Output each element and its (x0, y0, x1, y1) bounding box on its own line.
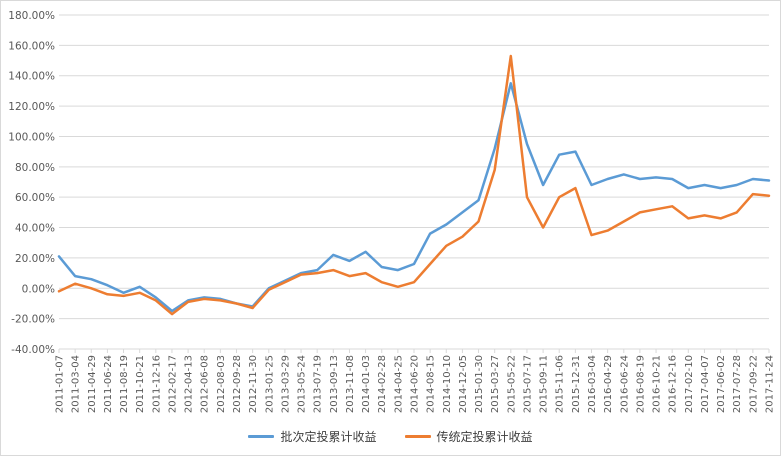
x-tick-label: 2017-06-02 (716, 355, 727, 413)
x-tick-label: 2013-07-19 (313, 355, 324, 413)
x-tick-label: 2013-01-25 (264, 355, 275, 413)
x-tick-label: 2014-08-15 (426, 355, 437, 413)
x-tick-label: 2015-07-17 (522, 355, 533, 413)
x-tick-label: 2015-11-06 (555, 355, 566, 413)
y-tick-label: 80.00% (15, 162, 55, 174)
x-tick-label: 2015-05-22 (506, 355, 517, 413)
x-tick-label: 2017-07-28 (732, 355, 743, 413)
x-tick-label: 2015-09-11 (539, 355, 550, 413)
x-tick-label: 2016-12-16 (668, 355, 679, 413)
x-tick-label: 2011-01-07 (55, 355, 66, 413)
x-tick-label: 2014-01-03 (361, 355, 372, 413)
x-tick-label: 2011-06-24 (103, 355, 114, 413)
x-tick-label: 2011-04-29 (87, 355, 98, 413)
x-tick-label: 2016-03-04 (587, 355, 598, 413)
x-tick-label: 2016-06-24 (619, 355, 630, 413)
y-tick-label: -40.00% (11, 344, 55, 356)
x-tick-label: 2015-12-31 (571, 355, 582, 413)
legend-swatch-series-1 (248, 435, 275, 438)
legend-label-series-2: 传统定投累计收益 (436, 430, 533, 444)
x-tick-label: 2014-10-10 (442, 355, 453, 413)
y-tick-label: 100.00% (8, 131, 55, 143)
x-tick-label: 2012-04-13 (184, 355, 195, 413)
x-tick-label: 2017-04-07 (700, 355, 711, 413)
x-tick-label: 2016-04-29 (603, 355, 614, 413)
x-tick-label: 2017-09-22 (748, 355, 759, 413)
x-tick-label: 2013-05-24 (297, 355, 308, 413)
x-tick-label: 2014-04-25 (393, 355, 404, 413)
y-tick-label: 40.00% (15, 223, 55, 235)
y-tick-label: 180.00% (8, 10, 55, 22)
x-tick-label: 2013-09-13 (329, 355, 340, 413)
series-line-2 (57, 54, 771, 316)
x-tick-label: 2013-11-08 (345, 355, 356, 413)
x-tick-label: 2015-03-27 (490, 355, 501, 413)
x-tick-label: 2014-12-05 (458, 355, 469, 413)
y-tick-label: 140.00% (8, 71, 55, 83)
x-tick-label: 2016-08-19 (635, 355, 646, 413)
x-tick-label: 2013-03-29 (280, 355, 291, 413)
x-tick-label: 2011-10-21 (135, 355, 146, 413)
x-tick-label: 2015-01-30 (474, 355, 485, 413)
x-tick-label: 2017-02-10 (684, 355, 695, 413)
legend-swatch-series-2 (404, 435, 431, 438)
series-line-1 (57, 82, 771, 313)
legend-item-series-2: 传统定投累计收益 (404, 428, 533, 445)
legend-label-series-1: 批次定投累计收益 (280, 430, 377, 444)
x-tick-label: 2012-06-08 (200, 355, 211, 413)
x-tick-label: 2011-08-19 (119, 355, 130, 413)
x-tick-label: 2011-12-16 (151, 355, 162, 413)
x-tick-label: 2016-10-21 (652, 355, 663, 413)
x-tick-label: 2012-02-17 (167, 355, 178, 413)
x-tick-label: 2017-11-24 (765, 355, 776, 413)
y-tick-label: 120.00% (8, 101, 55, 113)
y-tick-label: 160.00% (8, 40, 55, 52)
y-tick-label: -20.00% (11, 314, 55, 326)
legend-item-series-1: 批次定投累计收益 (248, 428, 377, 445)
y-tick-label: 20.00% (15, 253, 55, 265)
x-tick-label: 2012-09-28 (232, 355, 243, 413)
x-tick-label: 2014-06-20 (410, 355, 421, 413)
x-tick-label: 2012-08-03 (216, 355, 227, 413)
x-tick-label: 2011-03-04 (71, 355, 82, 413)
y-tick-label: 0.00% (22, 283, 55, 295)
y-tick-label: 60.00% (15, 192, 55, 204)
x-tick-label: 2012-11-30 (248, 355, 259, 413)
legend: 批次定投累计收益 传统定投累计收益 (0, 428, 781, 445)
x-tick-label: 2014-02-28 (377, 355, 388, 413)
